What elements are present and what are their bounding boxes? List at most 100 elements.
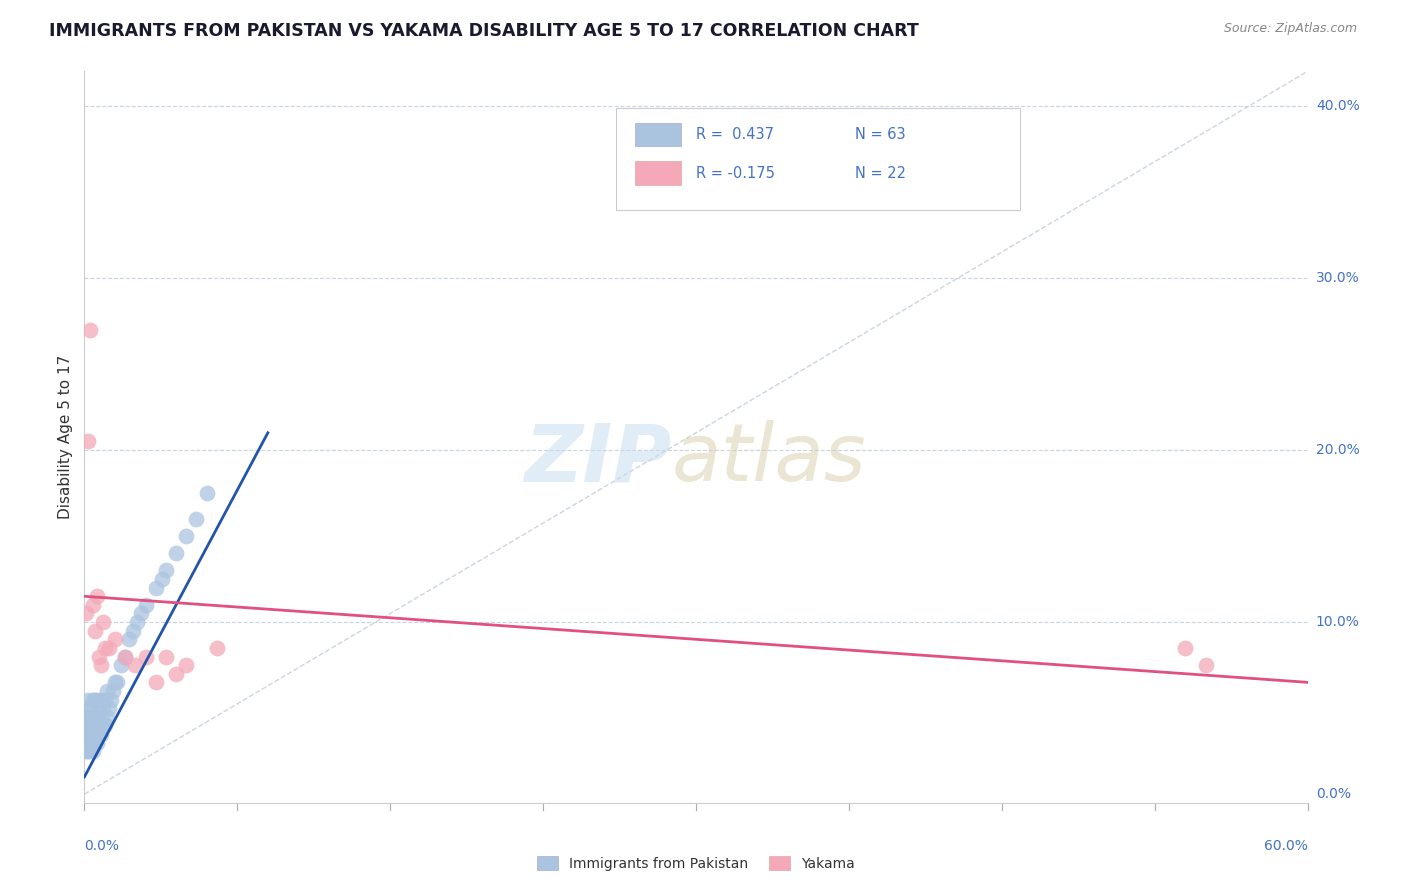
Point	[91, 718, 114, 732]
Point	[77, 710, 100, 724]
Text: ZIP: ZIP	[524, 420, 672, 498]
Point	[82, 735, 104, 749]
Y-axis label: Disability Age 5 to 17: Disability Age 5 to 17	[58, 355, 73, 519]
Point	[114, 649, 136, 664]
Point	[91, 701, 114, 715]
Bar	[636, 161, 682, 185]
Point	[174, 529, 197, 543]
Text: Source: ZipAtlas.com: Source: ZipAtlas.com	[1223, 22, 1357, 36]
Point	[110, 658, 132, 673]
Point	[79, 718, 101, 732]
Point	[77, 701, 100, 715]
Point	[77, 718, 100, 732]
Point	[135, 649, 157, 664]
Text: N = 22: N = 22	[855, 166, 905, 180]
Point	[104, 632, 127, 647]
Point	[105, 675, 128, 690]
Text: 60.0%: 60.0%	[1264, 839, 1308, 854]
Point	[86, 710, 108, 724]
Point	[90, 692, 112, 706]
Point	[79, 744, 101, 758]
Point	[145, 675, 167, 690]
Text: 0.0%: 0.0%	[84, 839, 120, 854]
Point	[75, 710, 97, 724]
Point	[96, 684, 118, 698]
Point	[82, 710, 104, 724]
Point	[77, 727, 100, 741]
Point	[155, 649, 177, 664]
Point	[83, 735, 105, 749]
Point	[114, 649, 136, 664]
Point	[83, 692, 105, 706]
Point	[135, 598, 157, 612]
Point	[90, 727, 112, 741]
Point	[155, 564, 177, 578]
Point	[1174, 640, 1197, 655]
Text: 20.0%: 20.0%	[1316, 443, 1360, 457]
Point	[86, 589, 108, 603]
Point	[127, 615, 149, 629]
Point	[82, 727, 104, 741]
Text: R =  0.437: R = 0.437	[696, 127, 773, 142]
Point	[122, 624, 145, 638]
Point	[86, 735, 108, 749]
FancyBboxPatch shape	[616, 108, 1021, 211]
Point	[75, 607, 97, 621]
Point	[174, 658, 197, 673]
Point	[82, 718, 104, 732]
Point	[100, 692, 122, 706]
Point	[79, 735, 101, 749]
Bar	[636, 122, 682, 146]
Point	[86, 727, 108, 741]
Point	[75, 727, 97, 741]
Point	[90, 710, 112, 724]
Point	[82, 692, 104, 706]
Point	[83, 727, 105, 741]
Point	[205, 640, 228, 655]
Text: 30.0%: 30.0%	[1316, 271, 1360, 285]
Point	[186, 512, 208, 526]
Point	[82, 598, 104, 612]
Point	[87, 649, 110, 664]
Point	[165, 546, 187, 560]
Point	[91, 615, 114, 629]
Point	[82, 744, 104, 758]
Point	[93, 692, 115, 706]
Point	[93, 718, 115, 732]
Text: 0.0%: 0.0%	[1316, 788, 1351, 801]
Point	[86, 692, 108, 706]
Point	[83, 624, 105, 638]
Point	[77, 735, 100, 749]
Point	[79, 701, 101, 715]
Text: R = -0.175: R = -0.175	[696, 166, 775, 180]
Point	[150, 572, 173, 586]
Point	[97, 701, 120, 715]
Point	[1195, 658, 1218, 673]
Point	[77, 692, 100, 706]
Point	[101, 684, 124, 698]
Point	[79, 727, 101, 741]
Point	[124, 658, 146, 673]
Point	[83, 718, 105, 732]
Point	[75, 735, 97, 749]
Point	[75, 718, 97, 732]
Point	[131, 607, 153, 621]
Text: N = 63: N = 63	[855, 127, 905, 142]
Text: 10.0%: 10.0%	[1316, 615, 1360, 629]
Point	[97, 640, 120, 655]
Text: atlas: atlas	[672, 420, 866, 498]
Text: IMMIGRANTS FROM PAKISTAN VS YAKAMA DISABILITY AGE 5 TO 17 CORRELATION CHART: IMMIGRANTS FROM PAKISTAN VS YAKAMA DISAB…	[49, 22, 920, 40]
Point	[93, 640, 115, 655]
Text: 40.0%: 40.0%	[1316, 99, 1360, 112]
Point	[118, 632, 141, 647]
Point	[145, 581, 167, 595]
Point	[195, 486, 218, 500]
Point	[165, 666, 187, 681]
Point	[96, 710, 118, 724]
Point	[77, 434, 100, 449]
Point	[87, 727, 110, 741]
Point	[87, 701, 110, 715]
Point	[87, 718, 110, 732]
Point	[77, 744, 100, 758]
Point	[104, 675, 127, 690]
